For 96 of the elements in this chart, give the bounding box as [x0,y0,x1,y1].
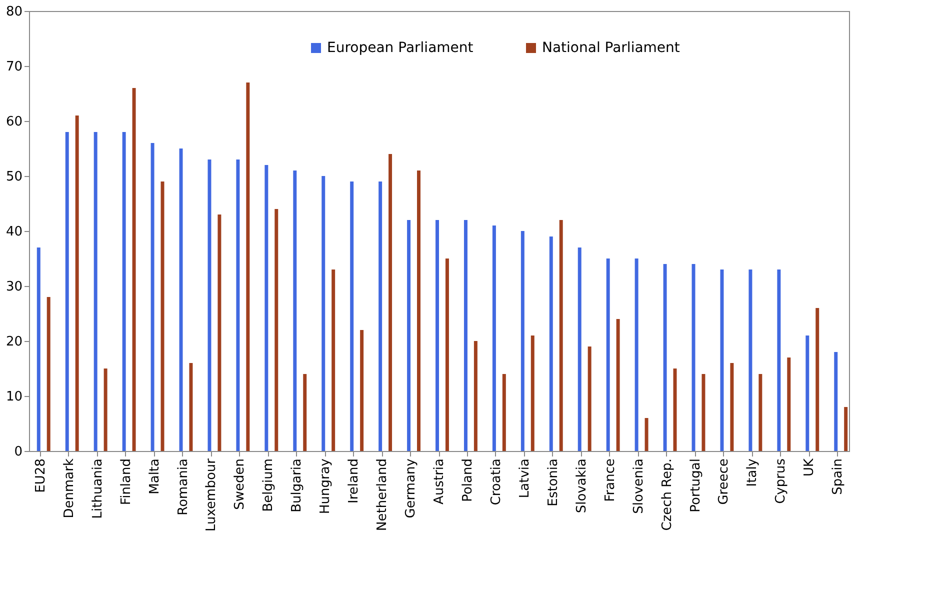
legend-label: National Parliament [542,40,680,56]
bar [417,170,420,451]
bar [322,176,326,451]
y-tick-label: 50 [6,170,22,184]
bar [332,270,336,451]
y-tick-label: 70 [6,60,22,74]
bar [720,270,724,451]
x-tick-label: France [602,458,618,502]
bar [94,132,98,451]
bar [360,330,364,451]
x-tick-label: Slovenia [631,458,646,514]
bar [122,132,126,451]
x-tick-label: Poland [460,458,476,502]
x-tick-label: Portugal [688,458,704,512]
bar [218,214,222,451]
bar [816,308,820,451]
y-tick-label: 40 [6,224,22,240]
x-tick-label: Czech Rep. [660,458,675,531]
bar [407,220,411,451]
x-tick-label: Netherland [375,458,390,531]
x-tick-label: Italy [745,458,760,487]
y-tick-label: 20 [6,334,22,350]
x-tick-label: Luxembour [204,458,220,532]
x-tick-label: Germany [404,458,419,518]
bar [702,374,706,451]
bar [634,258,638,451]
bar [559,220,563,451]
bar [464,220,468,451]
bar [748,270,752,451]
x-tick-label: Spain [830,458,846,495]
y-tick-label: 0 [14,444,22,460]
bar [208,160,212,451]
bar [588,346,592,451]
x-tick-label: Belgium [261,458,276,512]
x-tick-label: Finland [118,458,134,505]
x-tick-label: Malta [147,458,162,494]
bar [492,226,496,451]
bar [549,236,553,451]
x-tick-label: Denmark [62,458,77,518]
x-tick-label: Slovakia [574,458,590,514]
bar [236,160,240,451]
x-tick-label: Sweden [232,458,248,510]
bar [644,418,648,451]
bar [806,336,810,451]
bar [474,341,478,451]
bar [663,264,667,451]
bar [150,143,154,451]
bar [436,220,439,451]
bar [616,319,620,451]
x-tick-label: Romania [176,458,191,516]
x-tick-label: Lithuania [90,458,106,519]
legend-label: European Parliament [327,40,474,56]
bar [530,336,534,451]
x-tick-label: UK [802,458,818,477]
bar [65,132,69,451]
bar [36,248,40,451]
bar [104,368,108,451]
bar [606,258,610,451]
y-tick-label: 80 [6,4,22,20]
bar [787,358,791,451]
x-tick-label: Cyprus [774,458,789,504]
x-tick-label: EU28 [33,458,48,493]
x-tick-label: Ireland [346,458,362,504]
bar [502,374,506,451]
bar [445,258,449,451]
bar [293,170,297,451]
bar [692,264,696,451]
x-tick-label: Bulgaria [290,458,305,512]
bar [303,374,307,451]
bar [246,82,250,451]
bar [730,363,734,451]
y-tick-label: 10 [6,390,22,404]
bar [378,182,382,451]
bar [388,154,392,451]
x-tick-label: Hungray [318,458,334,514]
bar [758,374,762,451]
x-tick-label: Greece [716,458,732,505]
y-tick-label: 60 [6,114,22,130]
bar [75,116,79,451]
bar [777,270,781,451]
x-tick-label: Latvia [517,458,532,498]
bar [520,231,524,451]
bar [350,182,354,451]
bar [844,407,848,451]
bar [46,297,50,451]
y-tick-label: 30 [6,280,22,294]
bar [834,352,838,451]
bar [189,363,193,451]
x-tick-label: Croatia [488,458,504,506]
bar [264,165,268,451]
bar [274,209,278,451]
bar [179,148,183,451]
bar [132,88,136,451]
x-tick-label: Austria [432,458,447,504]
bar [578,248,582,451]
x-tick-label: Estonia [546,458,561,506]
